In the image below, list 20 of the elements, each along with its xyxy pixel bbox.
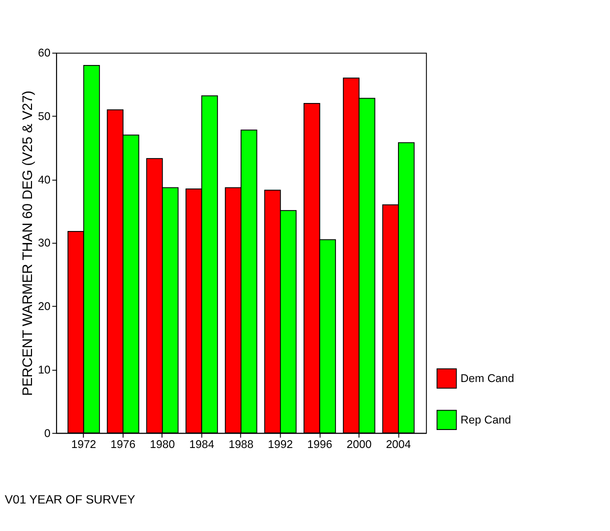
x-axis-title: V01 YEAR OF SURVEY	[4, 492, 136, 506]
legend-label: Rep Cand	[460, 414, 512, 426]
x-tick-label: 1996	[307, 439, 332, 452]
x-tick-label: 1972	[71, 439, 96, 452]
y-tick-label: 40	[38, 174, 51, 186]
y-tick-label: 20	[38, 301, 51, 314]
y-axis-title: PERCENT WARMER THAN 60 DEG (V25 & V27)	[19, 90, 36, 396]
y-tick-label: 0	[44, 428, 51, 440]
x-tick-label: 2004	[386, 439, 411, 452]
y-tick-label: 30	[38, 238, 51, 250]
x-tick-label: 1988	[228, 439, 254, 452]
x-tick-label: 1984	[189, 439, 214, 452]
x-tick-label: 1980	[150, 439, 175, 452]
x-tick-label: 1976	[110, 439, 136, 452]
x-tick-label: 1992	[268, 439, 293, 452]
legend-label: Dem Cand	[460, 372, 514, 385]
y-tick-label: 10	[38, 364, 51, 376]
x-tick-label: 2000	[346, 439, 372, 452]
y-tick-label: 60	[38, 48, 51, 60]
y-tick-label: 50	[38, 110, 51, 123]
